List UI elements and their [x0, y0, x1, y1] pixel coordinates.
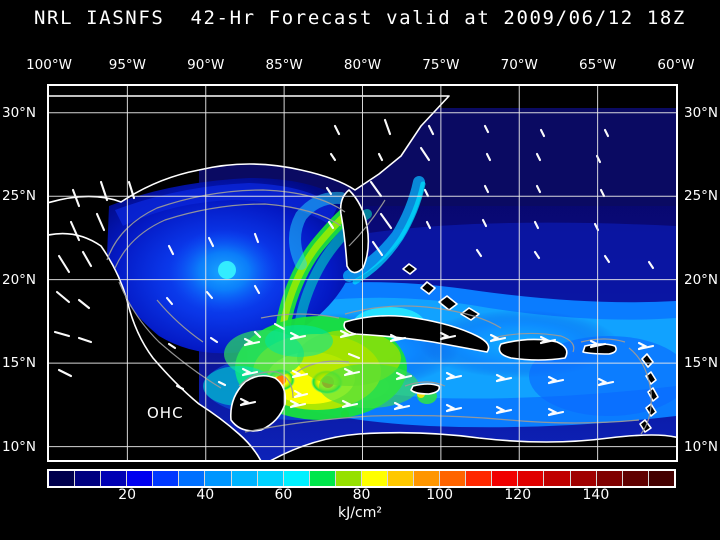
lat-tick-label-left: 10°N	[2, 438, 37, 455]
colorbar-swatch	[49, 471, 76, 486]
map-panel[interactable]: OHC	[47, 84, 678, 462]
colorbar-tick-label: 80	[352, 487, 371, 503]
lon-tick-label: 85°W	[265, 57, 303, 73]
colorbar-swatch	[492, 471, 519, 486]
colorbar-tick-label: 100	[426, 487, 453, 503]
lon-tick-label: 70°W	[500, 57, 538, 73]
colorbar-swatch	[335, 471, 362, 486]
ohc-field-label: OHC	[147, 404, 184, 422]
lat-tick-label-right: 30°N	[684, 104, 719, 121]
colorbar-tick-label: 20	[118, 487, 137, 503]
figure-title: NRL IASNFS 42-Hr Forecast valid at 2009/…	[34, 7, 686, 29]
lon-tick-label: 65°W	[578, 57, 617, 73]
colorbar-tick-label: 140	[582, 487, 610, 503]
colorbar-swatch	[179, 471, 206, 486]
lon-tick-label: 90°W	[187, 57, 225, 73]
colorbar-tick-label: 60	[274, 487, 293, 503]
ohc-field-svg	[49, 86, 676, 460]
colorbar-swatch	[283, 471, 310, 486]
colorbar-unit-label: kJ/cm²	[338, 505, 382, 521]
lon-tick-label: 75°W	[422, 57, 460, 73]
map-canvas: OHC	[49, 86, 676, 460]
colorbar-swatch	[205, 471, 232, 486]
colorbar-swatch	[257, 471, 284, 486]
colorbar-swatch	[648, 471, 674, 486]
colorbar-swatch	[231, 471, 258, 486]
map-gridlines	[49, 86, 676, 460]
lat-tick-label-right: 10°N	[684, 438, 719, 455]
lon-tick-label: 60°W	[657, 57, 695, 73]
lat-tick-label-right: 15°N	[684, 355, 719, 372]
colorbar-swatch	[414, 471, 441, 486]
colorbar-swatch	[388, 471, 415, 486]
lon-tick-label: 95°W	[108, 57, 147, 73]
colorbar-swatch	[127, 471, 154, 486]
colorbar-swatch	[75, 471, 102, 486]
lon-tick-label: 80°W	[343, 57, 382, 73]
colorbar-swatch	[361, 471, 389, 486]
lat-tick-label-left: 25°N	[2, 188, 37, 205]
lat-tick-label-left: 20°N	[2, 271, 37, 288]
colorbar-tick-label: 120	[504, 487, 532, 503]
colorbar-swatch	[101, 471, 128, 486]
colorbar-swatch	[466, 471, 493, 486]
colorbar-tick-label: 40	[196, 487, 215, 503]
lat-tick-label-left: 30°N	[2, 104, 37, 121]
colorbar-swatch	[309, 471, 336, 486]
colorbar-swatch	[440, 471, 467, 486]
lat-tick-label-right: 20°N	[684, 271, 719, 288]
colorbar-swatch	[570, 471, 597, 486]
colorbar-swatch	[544, 471, 571, 486]
ohc-colorbar[interactable]	[47, 469, 676, 488]
lon-tick-label: 100°W	[26, 57, 72, 73]
colorbar-swatch	[518, 471, 545, 486]
colorbar-swatch	[153, 471, 180, 486]
colorbar-swatch	[596, 471, 623, 486]
lat-tick-label-right: 25°N	[684, 188, 719, 205]
lat-tick-label-left: 15°N	[2, 355, 37, 372]
colorbar-swatch	[622, 471, 649, 486]
